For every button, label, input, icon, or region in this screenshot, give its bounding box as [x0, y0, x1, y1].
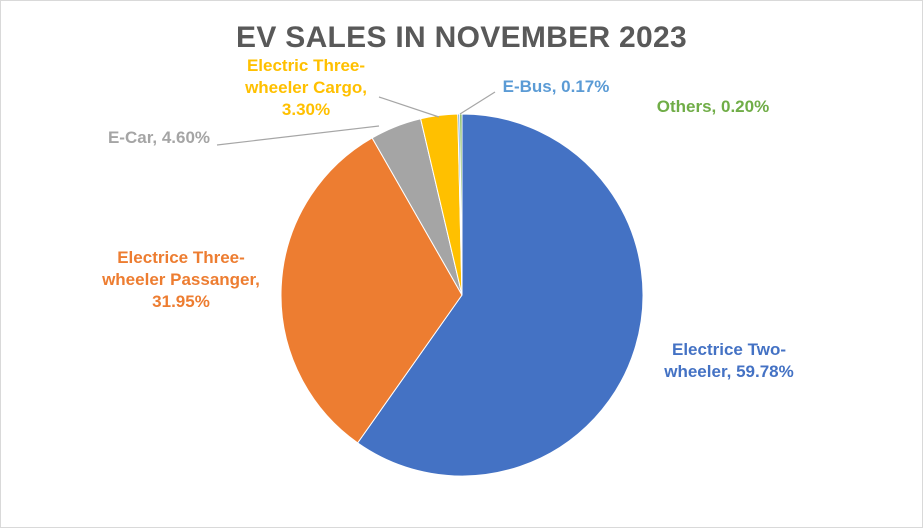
- data-label-line: Electrice Three-: [117, 248, 245, 267]
- leader-line: [378, 96, 440, 118]
- pie-slice-electrice-three-wheeler-passanger: [280, 137, 463, 444]
- data-label: E-Car, 4.60%: [108, 128, 210, 147]
- data-label-line: Others, 0.20%: [657, 97, 769, 116]
- data-label-line: E-Car, 4.60%: [108, 128, 210, 147]
- data-label-line: 31.95%: [152, 292, 210, 311]
- data-label-line: wheeler Passanger,: [101, 270, 260, 289]
- leader-line: [216, 125, 380, 146]
- data-label-line: Electrice Two-: [672, 340, 786, 359]
- data-label-line: Electric Three-: [247, 56, 365, 75]
- data-label-line: wheeler Cargo,: [244, 78, 367, 97]
- data-label: Electrice Two-wheeler, 59.78%: [663, 340, 793, 381]
- data-label: Electrice Three-wheeler Passanger, 31.95%: [101, 248, 260, 311]
- data-label: E-Bus, 0.17%: [503, 77, 610, 96]
- leader-line: [459, 91, 496, 115]
- data-label-line: 3.30%: [282, 100, 330, 119]
- pie-slice-electrice-two-wheeler: [356, 113, 644, 477]
- chart-title: EV SALES IN NOVEMBER 2023: [236, 21, 687, 54]
- data-label: Others, 0.20%: [657, 97, 769, 116]
- data-label-line: E-Bus, 0.17%: [503, 77, 610, 96]
- data-label: Electric Three-wheeler Cargo, 3.30%: [244, 56, 367, 119]
- data-label-line: wheeler, 59.78%: [663, 362, 793, 381]
